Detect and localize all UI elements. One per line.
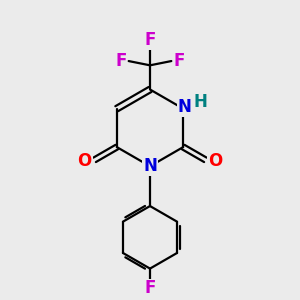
Text: H: H (194, 93, 208, 111)
Text: O: O (77, 152, 92, 170)
Text: F: F (144, 31, 156, 49)
Text: N: N (178, 98, 192, 116)
Text: F: F (115, 52, 126, 70)
Text: F: F (174, 52, 185, 70)
Text: F: F (144, 280, 156, 298)
Text: N: N (143, 157, 157, 175)
Text: O: O (208, 152, 223, 170)
